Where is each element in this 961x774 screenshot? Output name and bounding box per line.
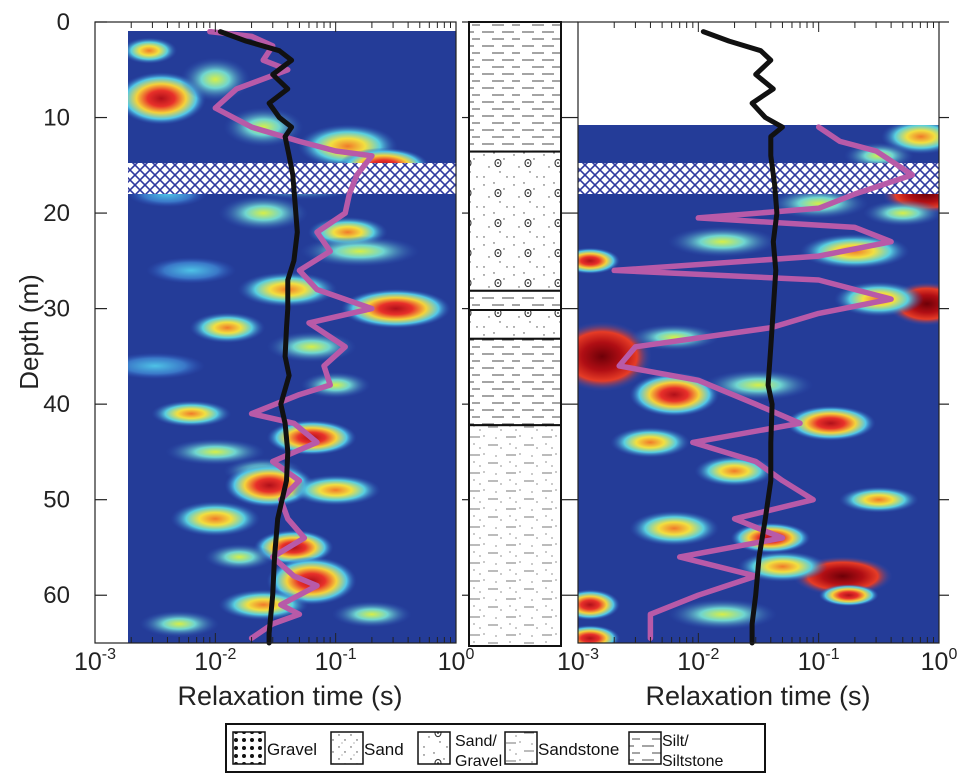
heatmap-blob	[785, 405, 876, 441]
y-tick-label: 40	[43, 391, 70, 418]
heatmap-blob	[331, 601, 412, 628]
y-tick-label: 20	[43, 200, 70, 227]
heatmap-blob	[862, 199, 939, 227]
heatmap-blob	[128, 37, 178, 64]
legend-label-line2: Gravel	[455, 753, 502, 770]
black-series-line-left	[217, 29, 300, 646]
legend-swatch-sand	[330, 731, 364, 765]
right-hatch-band	[578, 163, 939, 194]
x-tick-base: 10	[315, 648, 343, 676]
heatmap-blob	[180, 57, 251, 102]
right-panel: 10-3 10-2 10-1 100	[557, 21, 958, 676]
heatmap-blob	[139, 610, 220, 638]
x-tick-exp: -1	[825, 646, 839, 663]
y-tick-label: 60	[43, 582, 70, 609]
heatmap-blob	[629, 372, 720, 417]
x-tick-exp: -2	[222, 646, 236, 663]
x-tick-exp: 0	[948, 646, 957, 663]
right-plot-frame	[577, 21, 940, 644]
litho-unit-sandgravel	[468, 150, 562, 292]
x-tick-label: 100	[921, 646, 958, 676]
x-tick-base: 10	[194, 648, 222, 676]
x-tick-label: 10-2	[677, 646, 719, 676]
y-tick-label: 10	[43, 105, 70, 132]
legend-label-line2: Siltstone	[662, 753, 723, 770]
heatmap-blob	[299, 235, 420, 267]
x-tick-exp: -1	[342, 646, 356, 663]
x-tick-base: 10	[74, 648, 102, 676]
litho-unit-sandgravel	[468, 309, 562, 340]
legend: Gravel Sand Sand/Gravel Sandstone Silt/Silts…	[225, 723, 766, 773]
legend-swatch-sandstone	[504, 731, 538, 765]
legend-swatch-sandgravel	[417, 731, 451, 765]
x-tick-label: 10-2	[194, 646, 236, 676]
heatmap-blob	[694, 455, 775, 487]
legend-swatch-gravel	[232, 731, 266, 765]
heatmap-blob	[578, 589, 621, 621]
x-tick-exp: -3	[102, 646, 116, 663]
left-x-axis-title: Relaxation time (s)	[177, 681, 402, 711]
heatmap-blob	[838, 486, 919, 513]
heatmap-blob	[340, 288, 451, 329]
heatmap-blob	[170, 501, 261, 537]
y-axis-title: Depth (m)	[14, 274, 44, 390]
x-tick-base: 10	[438, 648, 466, 676]
legend-frame	[225, 723, 766, 773]
x-tick-base: 10	[557, 648, 585, 676]
heatmap-blob	[300, 371, 371, 399]
x-tick-label: 10-1	[798, 646, 840, 676]
heatmap-blob	[218, 195, 309, 231]
legend-label: Gravel	[267, 740, 317, 759]
magenta-series-line-right	[611, 124, 916, 641]
x-tick-label: 10-3	[557, 646, 599, 676]
heatmap-blob	[204, 543, 275, 571]
x-tick-exp: -3	[585, 646, 599, 663]
x-tick-exp: -2	[705, 646, 719, 663]
heatmap-blob	[610, 426, 691, 458]
y-tick-label: 50	[43, 487, 70, 514]
heatmap-blob	[629, 510, 720, 546]
heatmap-blob	[290, 474, 381, 506]
legend-label: Sandstone	[538, 740, 619, 759]
magenta-series-line-left	[207, 28, 375, 641]
legend-label: Sand/	[455, 733, 497, 750]
black-series-line-right	[700, 29, 785, 646]
heatmap-blob	[189, 312, 266, 344]
x-tick-exp: 0	[465, 646, 474, 663]
heatmap-blob	[667, 226, 778, 258]
y-tick-label: 0	[57, 9, 70, 36]
x-tick-label: 10-1	[315, 646, 357, 676]
right-x-axis-title: Relaxation time (s)	[645, 681, 870, 711]
legend-label: Sand	[364, 740, 404, 759]
legend-swatch-silt	[628, 731, 662, 765]
x-tick-label: 100	[438, 646, 475, 676]
x-tick-base: 10	[798, 648, 826, 676]
heatmap-blob	[151, 400, 232, 427]
x-tick-label: 10-3	[74, 646, 116, 676]
x-tick-base: 10	[677, 648, 705, 676]
heatmap-blob	[165, 438, 266, 466]
heatmap-blob	[146, 257, 237, 284]
litho-unit-sandstone	[468, 424, 562, 648]
heatmap-blob	[128, 352, 206, 380]
lithology-column	[468, 21, 562, 648]
heatmap-blob	[218, 589, 309, 621]
legend-label: Silt/	[662, 733, 689, 750]
heatmap-blob	[818, 584, 879, 607]
left-plot-frame	[94, 21, 457, 644]
y-tick-label: 30	[43, 296, 70, 323]
heatmap-blob	[578, 625, 621, 643]
heatmap-blob	[578, 247, 621, 275]
lithology-frame	[468, 21, 562, 647]
x-tick-base: 10	[921, 648, 949, 676]
litho-unit-silt	[468, 337, 562, 427]
heatmap-blob	[703, 369, 814, 401]
litho-unit-silt	[468, 21, 562, 153]
litho-unit-silt	[468, 289, 562, 311]
